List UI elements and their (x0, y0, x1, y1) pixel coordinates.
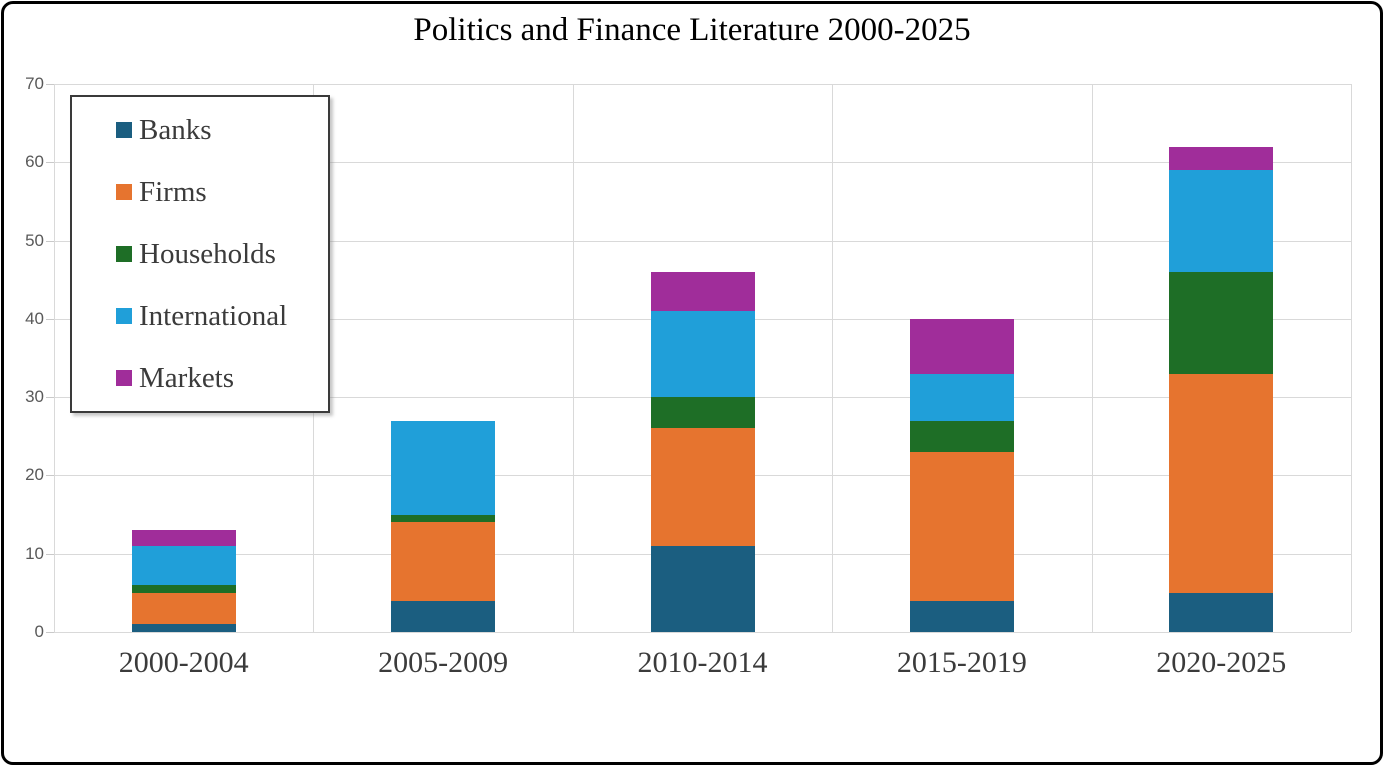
bar-segment-international-2005-2009 (391, 420, 496, 515)
y-tick-mark (46, 397, 54, 399)
y-tick-mark (46, 632, 54, 633)
legend-swatch-households (116, 246, 132, 262)
y-tick-label: 50 (25, 230, 44, 250)
gridline-horizontal (54, 162, 1351, 164)
chart-title: Politics and Finance Literature 2000-202… (413, 12, 971, 48)
legend-box: Banks Firms Households International Markets (70, 95, 330, 413)
bar-segment-households-2005-2009 (391, 514, 496, 523)
bar-segment-banks-2020-2025 (1169, 592, 1274, 632)
gridline-horizontal (54, 632, 1351, 633)
y-tick-label: 60 (25, 152, 44, 172)
bar-segment-international-2020-2025 (1169, 170, 1274, 272)
legend-item-households: Households (116, 237, 328, 271)
bar-segment-markets-2020-2025 (1169, 146, 1274, 171)
y-tick-label: 70 (25, 74, 44, 93)
bar-segment-households-2015-2019 (909, 420, 1014, 452)
x-axis-label-2020-2025: 2020-2025 (1156, 646, 1287, 679)
y-tick-label: 20 (25, 465, 44, 485)
x-axis-label-2015-2019: 2015-2019 (896, 646, 1027, 679)
x-axis-label-2000-2004: 2000-2004 (118, 646, 249, 679)
bar-segment-firms-2020-2025 (1169, 373, 1274, 593)
gridline-vertical (1091, 84, 1093, 632)
gridline-vertical (832, 84, 834, 632)
legend-label: Firms (139, 175, 207, 208)
gridline-vertical (54, 84, 55, 632)
legend-item-international: International (116, 299, 328, 333)
legend-swatch-firms (116, 184, 132, 200)
bar-segment-international-2015-2019 (909, 373, 1014, 421)
legend-item-firms: Firms (116, 175, 328, 209)
y-tick-mark (46, 475, 54, 477)
legend-label: International (139, 299, 288, 332)
bar-segment-banks-2005-2009 (391, 600, 496, 632)
legend-swatch-banks (116, 122, 132, 138)
bar-segment-banks-2015-2019 (909, 600, 1014, 632)
bar-segment-markets-2015-2019 (909, 318, 1014, 374)
y-tick-label: 10 (25, 543, 44, 563)
legend-item-list: Banks Firms Households International Markets (72, 97, 328, 411)
gridline-vertical (1351, 84, 1352, 632)
bar-segment-firms-2010-2014 (650, 428, 755, 546)
y-tick-label: 30 (25, 387, 44, 407)
y-tick-label: 0 (34, 622, 44, 641)
legend-label: Markets (139, 361, 235, 394)
legend-swatch-international (116, 308, 132, 324)
gridline-vertical (572, 84, 574, 632)
legend-item-markets: Markets (116, 361, 328, 395)
gridline-horizontal (54, 84, 1351, 85)
y-tick-mark (46, 84, 54, 85)
x-axis-label-2005-2009: 2005-2009 (378, 646, 509, 679)
y-tick-label: 40 (25, 308, 44, 328)
bar-segment-households-2000-2004 (131, 585, 236, 593)
bar-segment-international-2010-2014 (650, 311, 755, 398)
legend-swatch-markets (116, 370, 132, 386)
bar-segment-banks-2010-2014 (650, 545, 755, 632)
bar-segment-households-2010-2014 (650, 397, 755, 429)
y-tick-mark (46, 240, 54, 242)
legend-item-banks: Banks (116, 113, 328, 147)
bar-segment-international-2000-2004 (131, 545, 236, 586)
bar-segment-banks-2000-2004 (131, 624, 236, 632)
gridline-horizontal (54, 240, 1351, 242)
legend-label: Banks (139, 113, 212, 146)
y-tick-mark (46, 553, 54, 555)
y-tick-mark (46, 162, 54, 164)
bar-segment-firms-2000-2004 (131, 592, 236, 625)
bar-segment-firms-2015-2019 (909, 451, 1014, 601)
y-tick-mark (46, 318, 54, 320)
bar-segment-firms-2005-2009 (391, 522, 496, 601)
legend-label: Households (139, 237, 276, 270)
bar-segment-markets-2000-2004 (131, 530, 236, 546)
x-axis-label-2010-2014: 2010-2014 (637, 646, 768, 679)
bar-segment-markets-2010-2014 (650, 271, 755, 312)
bar-segment-households-2020-2025 (1169, 271, 1274, 374)
